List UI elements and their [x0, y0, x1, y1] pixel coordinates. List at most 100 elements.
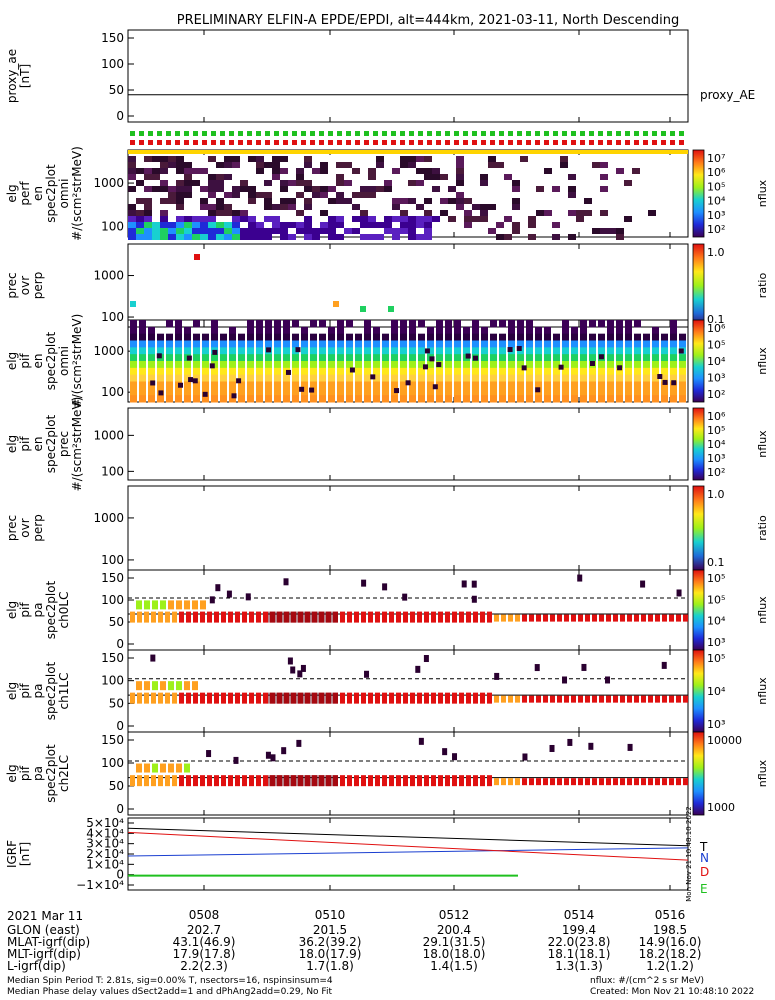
ephemeris-row: GLON (east): [7, 924, 80, 936]
spectrogram-cell: [310, 340, 317, 348]
igrf-legend-e: E: [700, 882, 708, 896]
pa-band-cell: [410, 775, 415, 787]
spectrogram-cell: [436, 320, 443, 328]
spectrogram-cell: [424, 228, 432, 234]
spectrogram-cell: [319, 374, 326, 382]
spectrogram-cell: [535, 354, 542, 362]
y-tick-label: 1000: [93, 344, 124, 358]
spectrogram-cell: [418, 320, 425, 328]
spectrogram-cell: [224, 234, 232, 240]
pa-band-cell: [452, 611, 457, 623]
pa-band-cell: [431, 775, 436, 787]
pa-band-cell: [389, 775, 394, 787]
spectrogram-cell: [130, 361, 137, 369]
flag-green: [238, 131, 243, 136]
spectrogram-cell: [368, 222, 376, 228]
spectrogram-cell: [336, 222, 344, 228]
spectrogram-cell: [580, 354, 587, 362]
pa-band-cell: [214, 692, 219, 704]
igrf-line-t: [127, 827, 689, 847]
pa-band-cell: [613, 778, 618, 786]
flag-green: [679, 131, 684, 136]
spectrogram-cell: [200, 204, 208, 210]
spectrogram-cell: [247, 347, 254, 355]
spectrogram-cell: [600, 174, 608, 180]
spectrogram-cell: [526, 388, 533, 396]
spectrogram-cell: [292, 381, 299, 389]
flag-green: [481, 131, 486, 136]
y-label-line: perp: [31, 272, 45, 300]
y-tick-label: 50: [109, 696, 124, 710]
spectrogram-cell: [376, 234, 384, 240]
y-tick-label: 50: [109, 615, 124, 629]
flag-green: [175, 131, 180, 136]
pa-band-cell: [424, 611, 429, 623]
spectrogram-cell: [148, 333, 155, 341]
flag-green: [247, 131, 252, 136]
spectrogram-cell: [445, 354, 452, 362]
pa-band-cell: [578, 695, 583, 703]
pa-band-cell: [354, 775, 359, 787]
spectrogram-cell: [508, 326, 515, 335]
spectrogram-cell: [416, 204, 424, 210]
dropout-cell: [349, 367, 355, 373]
ephemeris-date: 2021 Mar 11: [7, 909, 84, 923]
spectrogram-cell: [456, 174, 464, 180]
spectrogram-cell: [355, 340, 362, 348]
spectrogram-cell: [232, 228, 240, 234]
spectrogram-cell: [176, 234, 184, 240]
flag-green: [139, 131, 144, 136]
spectrogram-cell: [427, 333, 434, 341]
spectrogram-cell: [456, 156, 464, 162]
spectrogram-cell: [409, 320, 416, 328]
spectrogram-cell: [148, 354, 155, 362]
spectrogram-cell: [436, 326, 443, 335]
flag-green: [535, 131, 540, 136]
flag-red: [319, 140, 324, 145]
spectrogram-cell: [224, 162, 232, 168]
spectrogram-cell: [319, 354, 326, 362]
pa-sparse-cell: [577, 574, 583, 582]
spectrogram-cell: [168, 198, 176, 204]
pa-band-cell: [417, 775, 422, 787]
spectrogram-cell: [301, 354, 308, 362]
spectrogram-cell: [280, 168, 288, 174]
spectrogram-cell: [679, 361, 686, 369]
spectrogram-cell: [608, 228, 616, 234]
spectrogram-cell: [296, 168, 304, 174]
pa-sparse-cell: [382, 583, 388, 591]
footer-spin-period: Median Spin Period T: 2.81s, sig=0.00% T…: [7, 976, 333, 986]
spectrogram-cell: [265, 326, 272, 335]
spectrogram-cell: [643, 395, 650, 403]
spectrogram-cell: [436, 367, 443, 376]
pa-band-cell: [200, 692, 205, 704]
y-tick-label: 100: [101, 553, 124, 567]
pa-band-cell: [599, 778, 604, 786]
spectrogram-cell: [310, 367, 317, 376]
pa-upper-cell: [152, 681, 158, 691]
spectrogram-cell: [526, 333, 533, 341]
spectrogram-cell: [283, 340, 290, 348]
pa-band-cell: [641, 695, 646, 703]
panel-omni_e: elg pif en spec2plot omni #/(scm²strMeV) 10001…: [5, 314, 769, 409]
y-tick-label: 150: [101, 571, 124, 585]
spectrogram-cell: [352, 204, 360, 210]
spectrogram-cell: [184, 388, 191, 396]
spectrogram-cell: [373, 388, 380, 396]
spectrogram-cell: [544, 367, 551, 376]
spectrogram-cell: [661, 340, 668, 348]
spectrogram-cell: [400, 367, 407, 376]
spectrogram-cell: [454, 347, 461, 355]
spectrogram-cell: [517, 340, 524, 348]
spectrogram-cell: [445, 388, 452, 396]
spectrogram-cell: [436, 347, 443, 355]
y-tick-label: 100: [101, 756, 124, 770]
spectrogram-cell: [616, 333, 623, 341]
spectrogram-cell: [400, 198, 408, 204]
dropout-cell: [156, 353, 162, 359]
spectrogram-cell: [598, 374, 605, 382]
pa-sparse-cell: [581, 663, 587, 671]
panel-frame: [127, 407, 689, 481]
pa-band-cell: [158, 692, 163, 704]
flag-red: [589, 140, 594, 145]
